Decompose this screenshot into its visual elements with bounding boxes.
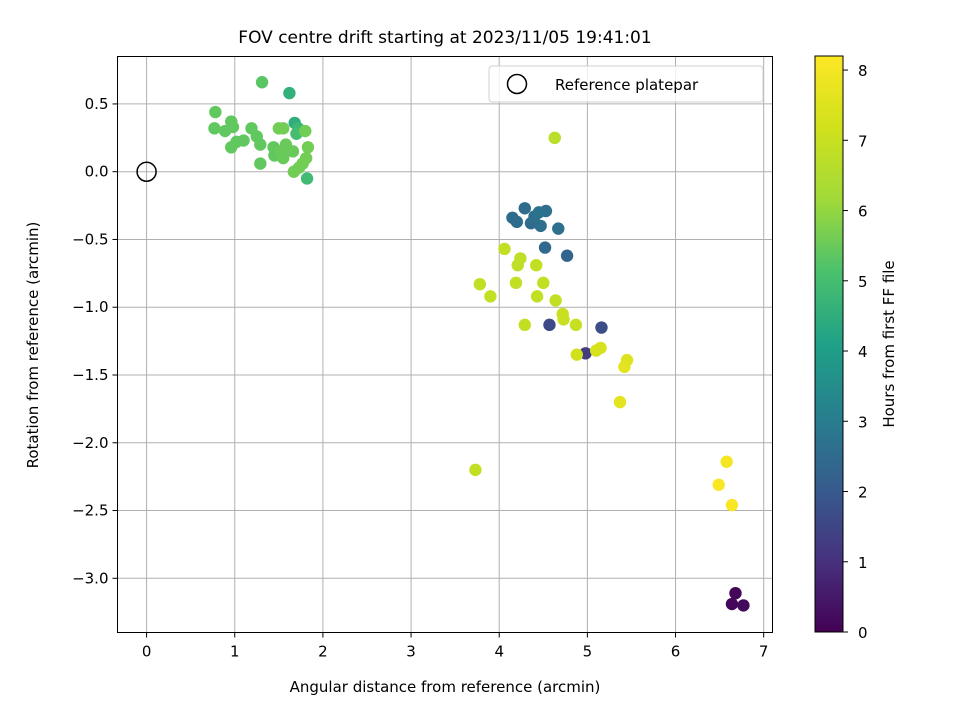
y-tick-label: 0.5: [85, 95, 109, 113]
colorbar-label: Hours from first FF file: [880, 260, 898, 427]
x-tick-label: 5: [583, 643, 593, 661]
data-point: [570, 348, 583, 361]
data-point: [613, 395, 627, 409]
data-point: [208, 122, 221, 135]
legend-box: [488, 65, 764, 103]
y-axis-label: Rotation from reference (arcmin): [24, 222, 42, 469]
y-tick-label: 0.0: [85, 163, 109, 181]
colorbar-tick-label: 4: [858, 343, 868, 361]
data-point: [469, 463, 482, 477]
y-tick-label: −2.5: [72, 502, 108, 520]
data-point: [514, 252, 527, 265]
data-point: [510, 215, 524, 229]
data-point: [543, 318, 556, 332]
data-point: [530, 290, 544, 303]
data-point: [595, 321, 608, 334]
data-point: [534, 219, 547, 233]
colorbar-tick-label: 6: [858, 203, 868, 221]
x-tick-label: 7: [759, 643, 769, 661]
x-tick-label: 0: [142, 643, 152, 661]
data-point: [299, 124, 312, 138]
data-point: [299, 151, 313, 165]
data-point: [237, 134, 250, 147]
data-point: [286, 145, 300, 158]
data-point: [712, 478, 725, 491]
data-point: [473, 277, 487, 291]
data-point: [530, 259, 543, 272]
data-point: [301, 141, 315, 154]
x-tick-label: 2: [318, 643, 328, 661]
x-tick-label: 3: [406, 643, 416, 661]
data-point: [532, 206, 546, 219]
data-point: [560, 249, 574, 262]
colorbar-tick-label: 3: [858, 413, 868, 431]
data-point: [254, 138, 267, 151]
y-tick-label: −0.5: [72, 230, 108, 248]
data-point: [618, 360, 631, 374]
data-point: [509, 276, 523, 290]
legend: Reference platepar: [488, 65, 764, 103]
y-tick-label: −1.0: [72, 298, 108, 316]
x-tick-label: 6: [671, 643, 681, 661]
data-point: [209, 105, 222, 119]
data-point: [518, 318, 531, 332]
data-point: [254, 157, 267, 170]
data-point: [226, 120, 240, 134]
chart-title: FOV centre drift starting at 2023/11/05 …: [238, 28, 651, 48]
legend-marker-open-circle: [506, 73, 528, 95]
data-point: [729, 586, 742, 600]
x-axis-ticks: 0 1 2 3 4 5 6 7: [142, 632, 769, 661]
data-point: [255, 76, 269, 89]
y-tick-label: −2.0: [72, 434, 108, 452]
colorbar: 0 1 2 3 4 5 6 7 8 Hours from first FF file: [814, 55, 898, 642]
data-point: [283, 86, 296, 100]
data-point: [537, 276, 550, 290]
data-point: [725, 498, 739, 512]
x-tick-label: 1: [230, 643, 240, 661]
colorbar-tick-label: 5: [858, 273, 868, 291]
data-point: [300, 172, 314, 185]
y-tick-label: −3.0: [72, 569, 108, 587]
data-point: [272, 122, 286, 135]
data-point: [518, 202, 531, 215]
colorbar-tick-label: 0: [858, 624, 868, 642]
colorbar-gradient: [814, 55, 844, 633]
grid-lines: [117, 56, 773, 633]
colorbar-ticks: 0 1 2 3 4 5 6 7 8: [843, 62, 868, 642]
data-point: [557, 313, 570, 326]
x-axis-label: Angular distance from reference (arcmin): [290, 678, 601, 696]
data-point: [720, 455, 733, 468]
data-point: [498, 242, 511, 256]
colorbar-tick-label: 1: [858, 554, 868, 572]
data-point: [569, 318, 583, 332]
data-points: [136, 76, 750, 612]
data-point: [725, 597, 739, 611]
data-point: [737, 599, 750, 612]
data-point: [594, 341, 607, 355]
data-point: [484, 290, 497, 303]
y-tick-label: −1.5: [72, 366, 108, 384]
colorbar-tick-label: 8: [858, 62, 868, 80]
y-axis-ticks: 0.5 0.0 −0.5 −1.0 −1.5 −2.0 −2.5 −3.0: [72, 95, 118, 587]
legend-label: Reference platepar: [555, 76, 699, 94]
x-tick-label: 4: [494, 643, 504, 661]
plot-frame: [117, 56, 773, 633]
colorbar-tick-label: 7: [858, 132, 868, 150]
colorbar-tick-label: 2: [858, 484, 868, 502]
data-point: [548, 131, 561, 145]
data-point: [538, 241, 552, 254]
data-point: [552, 222, 565, 235]
data-point: [549, 294, 562, 307]
reference-platepar-marker: [136, 161, 157, 182]
